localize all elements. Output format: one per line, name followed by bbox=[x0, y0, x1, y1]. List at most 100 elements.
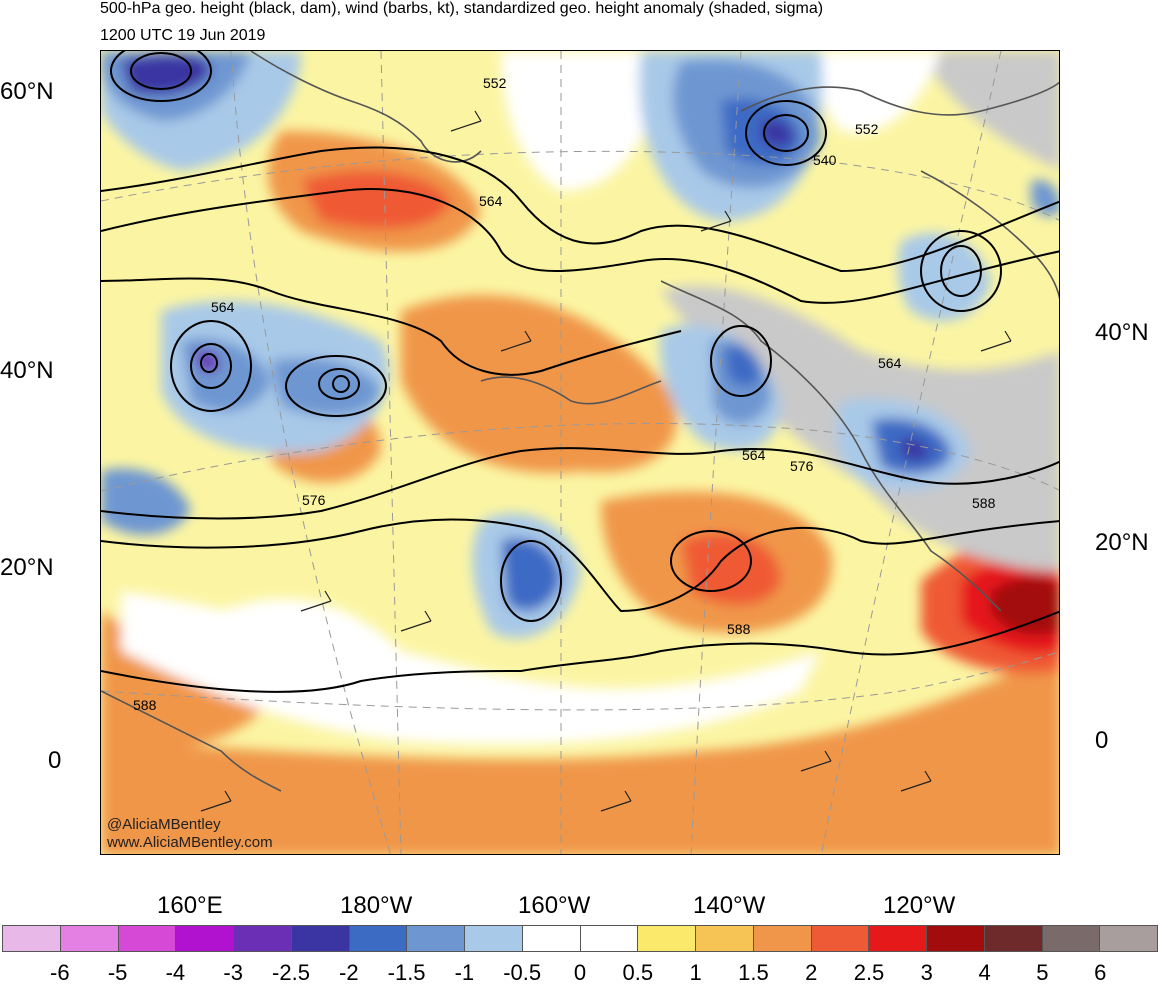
height-contours bbox=[101, 51, 1059, 693]
contour-line bbox=[130, 52, 192, 90]
anomaly-colorbar bbox=[2, 925, 1158, 952]
contour-line bbox=[710, 325, 772, 397]
colorbar-swatch bbox=[869, 925, 927, 952]
contour-label: 588 bbox=[133, 697, 157, 713]
lat-label-right-0: 0 bbox=[1095, 727, 1109, 754]
contour-label: 588 bbox=[972, 495, 996, 511]
colorbar-swatch bbox=[638, 925, 696, 952]
contour-label: 576 bbox=[790, 458, 814, 474]
colorbar-swatch bbox=[465, 925, 523, 952]
wind-barb bbox=[500, 330, 532, 352]
contour-label: 564 bbox=[878, 355, 902, 371]
colorbar-swatch bbox=[2, 925, 61, 952]
contour-label: 564 bbox=[479, 193, 503, 209]
colorbar-tick-label: 4 bbox=[978, 960, 991, 985]
contour-line bbox=[190, 343, 232, 389]
anomaly-region bbox=[761, 119, 794, 147]
anomaly-region bbox=[271, 357, 381, 416]
colorbar-tick-label: -3 bbox=[223, 960, 243, 985]
colorbar-swatch bbox=[234, 925, 292, 952]
colorbar-swatch bbox=[1100, 925, 1158, 952]
colorbar-tick-label: 0.5 bbox=[622, 960, 654, 985]
colorbar-swatch bbox=[811, 925, 870, 952]
contour-line bbox=[101, 518, 1059, 613]
colorbar-swatch bbox=[60, 925, 119, 952]
colorbar-swatch bbox=[522, 925, 581, 952]
wind-barb bbox=[200, 790, 232, 812]
contour-label: 588 bbox=[727, 621, 751, 637]
colorbar-tick-label: -1 bbox=[454, 960, 475, 985]
contour-line bbox=[318, 368, 360, 400]
graticule-line bbox=[690, 51, 742, 854]
map-canvas: 552 552 540 564 564 564 564 576 576 588 … bbox=[101, 51, 1059, 854]
lon-label-180W: 180°W bbox=[340, 892, 413, 919]
anomaly-region bbox=[921, 51, 1059, 170]
contour-line bbox=[763, 114, 809, 152]
contour-label-group: 552 552 540 564 564 564 564 576 576 588 … bbox=[133, 75, 996, 713]
valid-time-label: 1200 UTC 19 Jun 2019 bbox=[100, 27, 266, 44]
contour-label: 576 bbox=[302, 492, 326, 508]
lat-label-right-40N: 40°N bbox=[1095, 319, 1149, 346]
colorbar-swatch bbox=[1042, 925, 1101, 952]
lat-label-left-60N: 60°N bbox=[0, 78, 54, 105]
colorbar-tick-label: -6 bbox=[50, 960, 70, 985]
colorbar-tick-label: -2.5 bbox=[272, 960, 310, 985]
colorbar-tick-label: 2 bbox=[805, 960, 818, 985]
contour-label: 552 bbox=[855, 121, 879, 137]
lat-label-left-40N: 40°N bbox=[0, 357, 54, 384]
contour-line bbox=[670, 530, 752, 592]
colorbar-tick-label: 2.5 bbox=[853, 960, 885, 985]
contour-line bbox=[285, 355, 387, 417]
colorbar-tick-label: 1.5 bbox=[738, 960, 769, 985]
anomaly-region bbox=[991, 576, 1059, 635]
wind-barb bbox=[700, 210, 732, 232]
map-title: 500-hPa geo. height (black, dam), wind (… bbox=[100, 0, 824, 17]
colorbar-tick-label: -4 bbox=[165, 960, 186, 985]
coastline bbox=[480, 376, 662, 405]
graticule-line bbox=[230, 51, 391, 854]
wind-barbs bbox=[200, 110, 1012, 812]
coastline bbox=[740, 81, 1059, 116]
lat-label-left-0: 0 bbox=[48, 747, 62, 774]
wind-barb bbox=[450, 110, 482, 132]
lon-label-160W: 160°W bbox=[518, 892, 591, 919]
contour-line bbox=[101, 610, 1059, 693]
colorbar-tick-label: -0.5 bbox=[503, 960, 542, 985]
colorbar-swatch bbox=[407, 925, 465, 952]
contour-line bbox=[101, 277, 682, 376]
map-panel: 552 552 540 564 564 564 564 576 576 588 … bbox=[100, 50, 1060, 855]
contour-label: 552 bbox=[483, 75, 507, 91]
contour-line bbox=[110, 51, 212, 102]
anomaly-region bbox=[301, 170, 451, 230]
colorbar-tick-label: 5 bbox=[1036, 960, 1049, 985]
colorbar-swatch bbox=[580, 925, 639, 952]
wind-barb bbox=[400, 610, 432, 632]
coastline bbox=[920, 170, 1059, 300]
anomaly-region bbox=[221, 598, 401, 681]
colorbar-swatch bbox=[696, 925, 754, 952]
colorbar-swatch bbox=[291, 925, 350, 952]
wind-barb bbox=[300, 590, 332, 612]
colorbar-tick-label: -5 bbox=[107, 960, 128, 985]
colorbar-tick-label: 1 bbox=[689, 960, 702, 985]
graticule-line bbox=[820, 51, 1002, 854]
graticule bbox=[101, 51, 1059, 854]
anomaly-region bbox=[101, 468, 191, 535]
anomaly-region bbox=[1031, 180, 1059, 217]
lat-label-right-20N: 20°N bbox=[1095, 529, 1149, 556]
contour-label: 564 bbox=[211, 299, 235, 315]
contour-line bbox=[101, 188, 1059, 304]
colorbar-tick-label: 0 bbox=[573, 960, 587, 985]
colorbar-swatch bbox=[927, 925, 985, 952]
wind-barb bbox=[600, 790, 632, 812]
lon-label-140W: 140°W bbox=[693, 892, 766, 919]
colorbar-swatch bbox=[349, 925, 408, 952]
wind-barb bbox=[900, 770, 932, 792]
coastlines bbox=[101, 51, 1059, 792]
anomaly-shading bbox=[101, 51, 1059, 854]
lon-label-160E: 160°E bbox=[157, 892, 223, 919]
watermark-handle: @AliciaMBentley bbox=[107, 816, 221, 833]
contour-line bbox=[200, 353, 218, 373]
contour-line bbox=[101, 447, 1059, 520]
colorbar-swatch bbox=[176, 925, 234, 952]
